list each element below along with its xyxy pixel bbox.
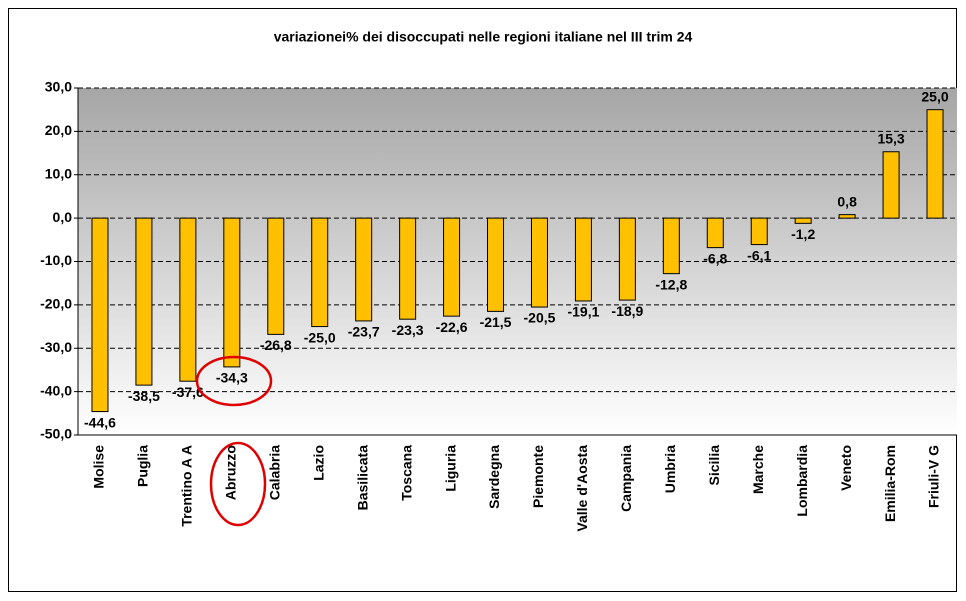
x-tick-label: Sardegna <box>486 445 502 509</box>
value-label: -6,8 <box>703 250 727 266</box>
value-label: -19,1 <box>567 304 599 320</box>
y-tick-label: 0,0 <box>53 209 73 225</box>
bar <box>618 217 636 301</box>
value-label: -34,3 <box>216 370 248 386</box>
bar <box>223 217 241 368</box>
bar <box>443 217 461 317</box>
x-tick-label: Sicilia <box>706 445 722 486</box>
bar <box>662 217 680 275</box>
value-label: -23,7 <box>348 324 380 340</box>
value-label: -38,5 <box>128 388 160 404</box>
bar <box>750 217 768 246</box>
bar <box>91 217 109 413</box>
bar <box>530 217 548 308</box>
bar <box>135 217 153 386</box>
x-tick-label: Liguria <box>442 445 458 492</box>
y-tick-label: -10,0 <box>40 252 72 268</box>
x-tick-label: Lombardia <box>794 445 810 517</box>
x-tick-label: Marche <box>750 445 766 494</box>
value-label: -6,1 <box>747 247 771 263</box>
y-tick-label: -50,0 <box>40 426 72 442</box>
y-tick-label: -20,0 <box>40 296 72 312</box>
value-label: -21,5 <box>480 314 512 330</box>
bar <box>311 217 329 328</box>
value-label: 25,0 <box>921 88 948 104</box>
x-tick-label: Emilia-Rom <box>882 445 898 522</box>
value-label: -20,5 <box>524 310 556 326</box>
value-label: -18,9 <box>611 303 643 319</box>
y-tick-label: 20,0 <box>45 122 72 138</box>
x-tick-label: Lazio <box>310 445 326 481</box>
bar <box>179 217 197 382</box>
bar <box>574 217 592 302</box>
chart-title: variazionei% dei disoccupati nelle regio… <box>274 29 693 45</box>
value-label: -25,0 <box>304 329 336 345</box>
y-tick-label: 10,0 <box>45 165 72 181</box>
value-label: -37,6 <box>172 384 204 400</box>
x-tick-label: Friuli-V G <box>926 445 942 508</box>
x-tick-label: Toscana <box>398 445 414 501</box>
value-label: -23,3 <box>392 322 424 338</box>
bar <box>355 217 373 322</box>
bar <box>838 214 856 219</box>
value-label: -22,6 <box>436 319 468 335</box>
x-tick-label: Veneto <box>838 445 854 491</box>
x-tick-label: Calabria <box>266 445 282 500</box>
value-label: -12,8 <box>655 276 687 292</box>
x-tick-label: Abruzzo <box>223 445 239 500</box>
value-label: -1,2 <box>791 226 815 242</box>
value-label: -26,8 <box>260 337 292 353</box>
x-tick-label: Molise <box>91 445 107 489</box>
bar <box>399 217 417 320</box>
x-tick-label: Valle d'Aosta <box>574 445 590 532</box>
value-label: 15,3 <box>877 130 904 146</box>
x-tick-label: Campania <box>618 445 634 512</box>
highlight-circle <box>195 355 273 407</box>
bar <box>706 217 724 249</box>
y-tick-label: 30,0 <box>45 79 72 95</box>
bar <box>794 217 812 224</box>
x-tick-label: Basilicata <box>354 445 370 511</box>
bar <box>267 217 285 335</box>
value-label: 0,8 <box>837 193 857 209</box>
x-tick-label: Umbria <box>662 445 678 493</box>
x-tick-label: Piemonte <box>530 445 546 508</box>
y-tick-label: -40,0 <box>40 382 72 398</box>
bar <box>882 151 900 219</box>
x-tick-label: Trentino A A <box>179 445 195 527</box>
highlight-circle <box>209 441 267 527</box>
y-tick-label: -30,0 <box>40 339 72 355</box>
marks: -50,0 -40,0 -30,0 -20,0 -10,0 0,0 10,0 20,0 30,0… <box>40 79 957 532</box>
bar <box>926 109 944 219</box>
bar <box>487 217 505 312</box>
x-tick-label: Puglia <box>135 445 151 487</box>
value-label: -44,6 <box>84 414 116 430</box>
